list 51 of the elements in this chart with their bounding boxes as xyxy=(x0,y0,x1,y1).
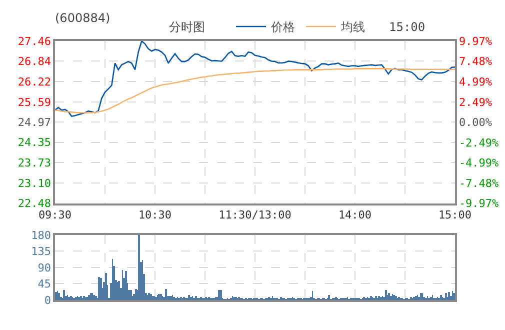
text: 15:00 xyxy=(389,20,426,34)
bar xyxy=(423,296,425,300)
y-tick-label: 135 xyxy=(31,245,52,258)
bar xyxy=(63,290,65,300)
y-tick-label: 90 xyxy=(38,261,52,274)
y2-tick-label: -7.48% xyxy=(458,176,500,190)
line-series xyxy=(55,41,455,117)
y2-tick-label: 2.49% xyxy=(458,96,492,109)
x-tick-label: 15:00 xyxy=(438,208,472,222)
bar xyxy=(165,288,167,300)
text: 分时图 xyxy=(169,20,205,34)
y-tick-label: 0 xyxy=(44,294,52,307)
y-tick-label: 23.73 xyxy=(18,156,52,170)
legend-label: 均线 xyxy=(340,20,365,34)
line-series xyxy=(55,68,455,114)
x-tick-label: 10:30 xyxy=(138,208,172,222)
y2-tick-label: -4.99% xyxy=(458,156,500,170)
y-tick-label: 27.46 xyxy=(18,34,52,48)
bar xyxy=(105,272,107,300)
y-tick-label: 26.84 xyxy=(18,55,52,68)
x-tick-label: 14:00 xyxy=(338,208,372,222)
y-tick-label: 24.35 xyxy=(18,136,52,150)
bar xyxy=(130,290,132,300)
y2-tick-label: -9.97% xyxy=(458,197,500,210)
bar xyxy=(125,270,127,300)
y2-tick-label: -2.49% xyxy=(458,136,500,150)
x-tick-label: 09:30 xyxy=(38,208,72,222)
y-tick-label: 26.22 xyxy=(18,75,52,88)
bar xyxy=(98,276,100,300)
y-tick-label: 24.97 xyxy=(18,116,52,130)
bar xyxy=(445,292,447,300)
legend-label: 价格 xyxy=(270,20,295,34)
chart-title: (600884) xyxy=(55,11,110,26)
y2-tick-label: 9.97% xyxy=(458,34,492,48)
bar xyxy=(188,294,190,300)
y-tick-label: 45 xyxy=(38,278,52,291)
x-tick-label: 11:30/13:00 xyxy=(218,208,292,222)
y2-tick-label: 4.99% xyxy=(458,75,492,88)
bar xyxy=(328,294,330,300)
bar xyxy=(385,290,387,300)
bar xyxy=(218,290,220,300)
y-tick-label: 25.59 xyxy=(18,96,52,109)
y2-tick-label: 7.48% xyxy=(458,55,492,68)
y-tick-label: 23.10 xyxy=(18,176,52,190)
bar xyxy=(448,292,450,300)
y-tick-label: 180 xyxy=(31,228,52,242)
bar xyxy=(138,234,140,300)
y-tick-label: 22.48 xyxy=(18,197,52,210)
bar xyxy=(220,290,222,300)
y2-tick-label: 0.00% xyxy=(458,116,492,130)
bar xyxy=(100,278,102,300)
